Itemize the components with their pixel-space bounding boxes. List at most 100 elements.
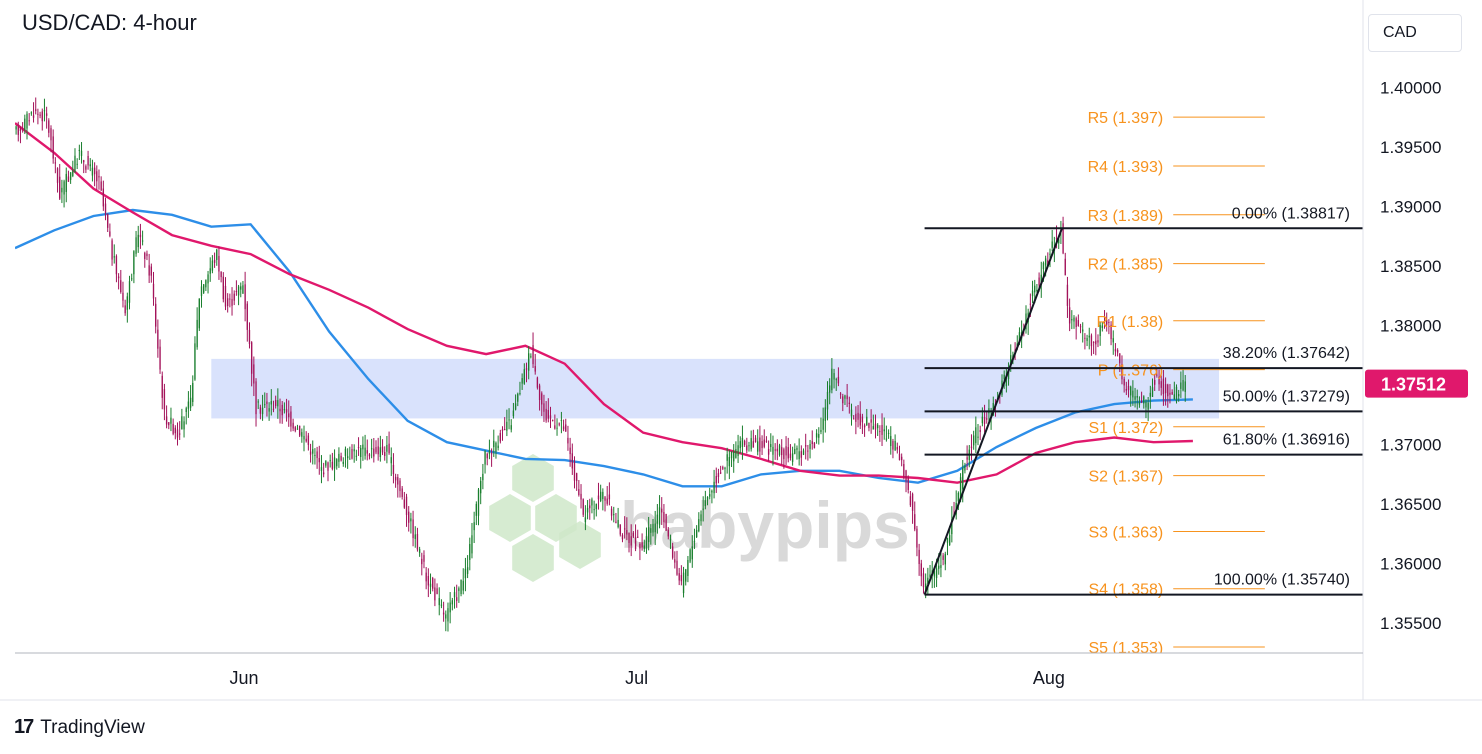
candle-body bbox=[580, 493, 582, 500]
candle-body bbox=[957, 492, 960, 502]
candle-body bbox=[1068, 307, 1071, 324]
candle-body bbox=[475, 503, 478, 516]
tradingview-mark-icon: 17 bbox=[14, 716, 34, 738]
candle-body bbox=[883, 429, 885, 432]
candle-body bbox=[386, 444, 388, 452]
candle-body bbox=[645, 536, 648, 549]
candle-body bbox=[497, 445, 499, 448]
candle-body bbox=[226, 298, 229, 307]
candle-body bbox=[800, 451, 803, 458]
candle-body bbox=[499, 433, 501, 442]
candle-body bbox=[914, 514, 916, 530]
candle-body bbox=[746, 445, 748, 451]
blue-moving-average bbox=[15, 208, 1193, 488]
candle-body bbox=[1071, 319, 1073, 321]
candle-body bbox=[698, 519, 700, 532]
candle-body bbox=[434, 587, 436, 601]
candle-body bbox=[807, 450, 809, 452]
watermark-text: babypips bbox=[620, 488, 910, 562]
candle-body bbox=[1097, 340, 1099, 343]
candle-body bbox=[820, 429, 822, 432]
candle-body bbox=[547, 409, 549, 419]
candle-body bbox=[634, 537, 637, 549]
candle-body bbox=[353, 449, 355, 452]
fib-level-label: 50.00% (1.37279) bbox=[1223, 388, 1350, 405]
tradingview-logo[interactable]: 17 TradingView bbox=[14, 716, 145, 739]
candle-body bbox=[1055, 238, 1058, 240]
candle-body bbox=[425, 572, 427, 582]
candle-body bbox=[24, 118, 26, 131]
candle-body bbox=[896, 447, 898, 450]
candle-body bbox=[213, 259, 216, 263]
candle-body bbox=[933, 571, 936, 577]
candle-body bbox=[846, 395, 848, 400]
candle-body bbox=[575, 473, 578, 482]
candle-body bbox=[412, 519, 414, 539]
candle-body bbox=[312, 449, 314, 454]
candle-body bbox=[647, 527, 650, 543]
candle-body bbox=[298, 425, 301, 436]
candle-body bbox=[900, 456, 903, 461]
candle-body bbox=[408, 511, 410, 523]
candle-body bbox=[414, 534, 416, 539]
candle-body bbox=[266, 401, 268, 404]
candle-body bbox=[870, 419, 872, 423]
candle-body bbox=[1171, 392, 1173, 395]
candle-body bbox=[248, 329, 251, 344]
candle-body bbox=[314, 454, 316, 456]
pivot-label: S2 (1.367) bbox=[1089, 469, 1164, 486]
candle-body bbox=[584, 517, 587, 523]
candle-body bbox=[35, 109, 37, 111]
candle-body bbox=[235, 290, 238, 292]
candle-body bbox=[427, 576, 430, 586]
candle-body bbox=[757, 441, 759, 452]
candle-body bbox=[253, 364, 255, 384]
candle-body bbox=[442, 612, 445, 615]
candle-body bbox=[685, 569, 687, 582]
candle-body bbox=[748, 445, 750, 447]
candle-body bbox=[172, 423, 174, 434]
candle-body bbox=[573, 461, 576, 481]
candle-body bbox=[200, 286, 203, 296]
candle-body bbox=[301, 432, 303, 437]
candle-body bbox=[691, 546, 693, 560]
candle-body bbox=[927, 577, 929, 584]
candle-body bbox=[52, 136, 54, 159]
candle-body bbox=[1031, 290, 1034, 297]
candle-body bbox=[168, 422, 170, 426]
y-tick-label: 1.36500 bbox=[1380, 495, 1441, 514]
y-tick-label: 1.39000 bbox=[1380, 197, 1441, 216]
candle-body bbox=[632, 532, 635, 537]
candle-body bbox=[401, 488, 403, 497]
candle-body bbox=[730, 451, 733, 459]
candle-body bbox=[261, 407, 264, 415]
fib-level-label: 0.00% (1.38817) bbox=[1232, 205, 1350, 222]
candle-body bbox=[1062, 223, 1064, 254]
candle-body bbox=[438, 598, 440, 606]
candle-body bbox=[735, 449, 737, 458]
candle-body bbox=[440, 604, 443, 606]
candle-body bbox=[1169, 392, 1171, 395]
candle-body bbox=[606, 498, 608, 504]
candle-body bbox=[1175, 386, 1178, 402]
candle-body bbox=[209, 268, 211, 274]
candle-body bbox=[488, 450, 491, 454]
candle-body bbox=[534, 366, 536, 372]
candle-body bbox=[774, 449, 776, 451]
candle-body bbox=[490, 453, 493, 455]
candle-body bbox=[198, 298, 200, 329]
candle-body bbox=[1049, 253, 1051, 255]
candle-body bbox=[1034, 285, 1036, 293]
candle-body bbox=[595, 503, 597, 510]
candle-body bbox=[469, 544, 471, 560]
candle-body bbox=[259, 407, 262, 414]
candle-body bbox=[689, 549, 691, 562]
pivot-label: S5 (1.353) bbox=[1089, 640, 1164, 657]
candle-body bbox=[1173, 394, 1175, 400]
candle-body bbox=[368, 454, 371, 457]
currency-button[interactable]: CAD bbox=[1368, 14, 1462, 52]
candle-body bbox=[45, 113, 48, 116]
candle-body bbox=[292, 422, 294, 429]
pivot-label: R2 (1.385) bbox=[1088, 257, 1164, 274]
